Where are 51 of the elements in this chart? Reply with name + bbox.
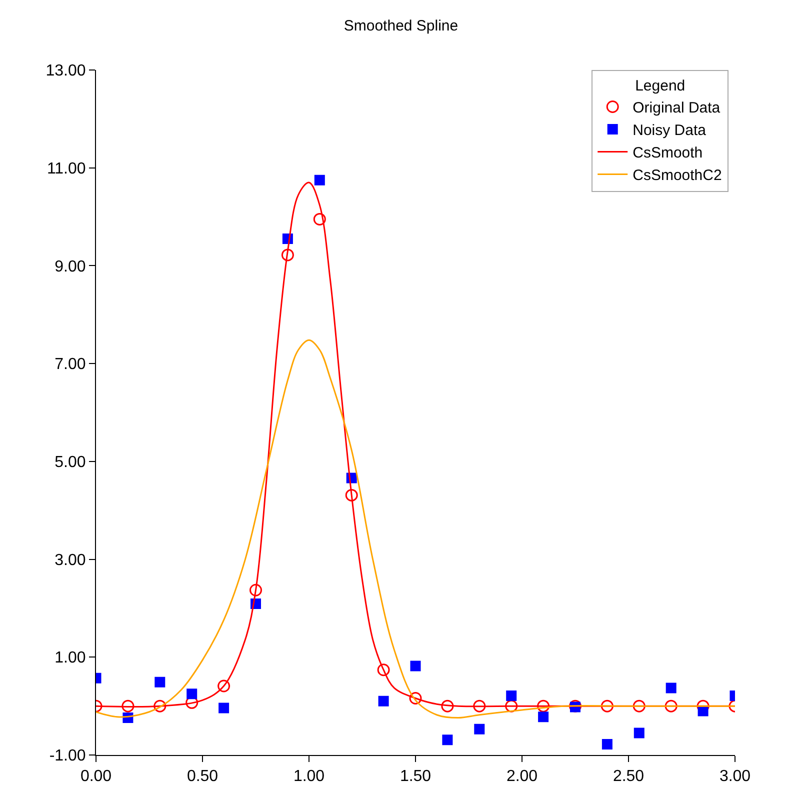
point <box>441 700 454 712</box>
point <box>664 700 678 712</box>
legend-label: CsSmooth <box>632 144 703 162</box>
line-series <box>96 339 735 719</box>
y-tick-label: 7.00 <box>54 356 86 374</box>
point <box>218 702 230 714</box>
legend-label: Original Data <box>632 100 721 117</box>
point <box>409 692 422 704</box>
point <box>377 664 390 676</box>
point <box>505 700 518 712</box>
point <box>410 660 421 672</box>
y-tick-label: -1.00 <box>49 748 86 765</box>
point <box>600 700 614 712</box>
y-tick-label: 5.00 <box>54 454 86 472</box>
point <box>154 676 166 688</box>
point <box>474 724 485 734</box>
x-tick-label: 3.00 <box>719 768 751 786</box>
y-tick-label: 3.00 <box>54 552 86 569</box>
point <box>313 212 326 226</box>
point <box>250 584 262 596</box>
point <box>442 734 453 746</box>
point <box>632 700 646 712</box>
point <box>281 248 294 262</box>
point <box>218 680 230 692</box>
legend-label: Noisy Data <box>632 122 707 140</box>
x-tick-label: 0.00 <box>80 768 112 786</box>
x-tick-label: 2.00 <box>506 768 538 786</box>
point <box>378 696 389 706</box>
x-tick-label: 2.50 <box>612 768 644 786</box>
y-tick-label: 1.00 <box>54 650 86 667</box>
chart-title: Smoothed Spline <box>344 18 458 35</box>
y-tick-label: 13.00 <box>46 62 86 80</box>
point <box>122 700 134 712</box>
point <box>186 688 198 700</box>
point <box>602 738 612 750</box>
y-tick-label: 11.00 <box>46 160 86 178</box>
point <box>154 700 166 712</box>
point <box>345 488 358 502</box>
x-tick-label: 1.50 <box>400 768 432 786</box>
x-tick-label: 0.50 <box>186 768 218 786</box>
point <box>537 700 550 712</box>
point <box>634 728 644 738</box>
legend-label: CsSmoothC2 <box>632 167 722 184</box>
point <box>314 174 325 186</box>
y-tick-label: 9.00 <box>54 258 86 276</box>
point <box>473 700 486 712</box>
legend-title: Legend <box>635 78 686 94</box>
point <box>506 690 517 702</box>
x-tick-label: 1.00 <box>293 768 325 786</box>
point <box>538 712 549 722</box>
point <box>666 682 676 694</box>
